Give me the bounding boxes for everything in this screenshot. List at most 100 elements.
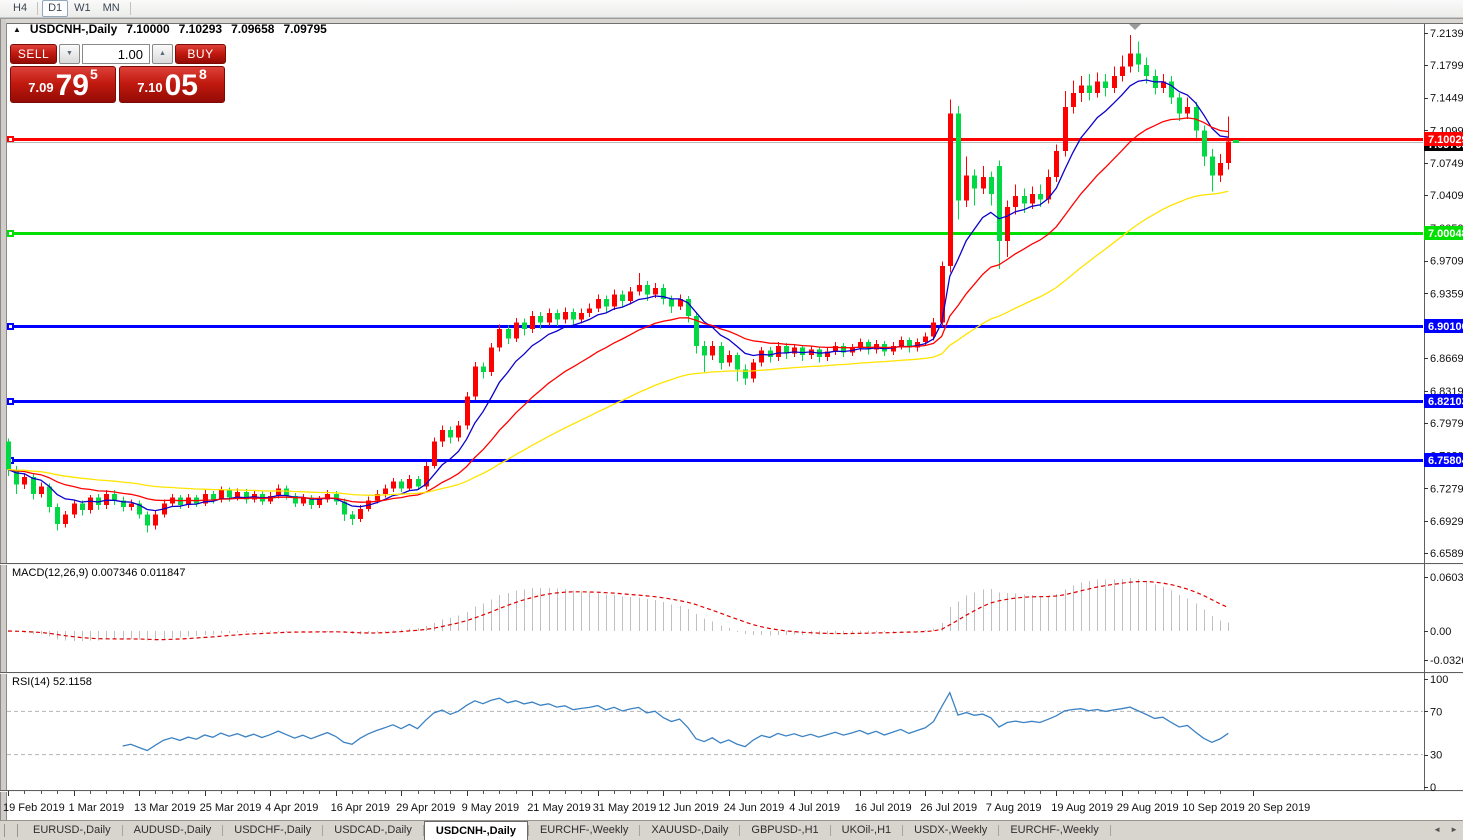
price-axis-tick [1424,65,1428,66]
pane-separator[interactable] [0,672,1463,673]
candle-body [88,497,93,510]
macd-bar [254,631,255,632]
timeframe-button-mn[interactable]: MN [102,2,120,14]
chart-tab-eurusd-daily[interactable]: EURUSD-,Daily [33,824,111,836]
level-line-7.10029[interactable] [7,138,1423,141]
chart-tab-usdx-weekly[interactable]: USDX-,Weekly [914,824,988,836]
candle-body [800,347,805,356]
sell-price-button[interactable]: 7.09 79 5 [10,66,116,103]
macd-bar [1220,620,1221,631]
macd-axis-label: -0.032648 [1430,655,1463,667]
chart-tab-ukoil-h1[interactable]: UKOil-,H1 [841,824,892,836]
candle-body [211,493,216,500]
level-badge-7.10029[interactable]: 7.10029 [1424,132,1463,146]
date-minor-tick [450,791,451,794]
rsi-axis-tick [1424,787,1428,788]
candle-body [637,285,642,292]
macd-bar [1155,584,1156,631]
macd-bar [172,631,173,639]
price-axis-label: 6.79790 [1430,418,1463,430]
chart-tab-usdcad-daily[interactable]: USDCAD-,Daily [334,824,412,836]
candle-body [1185,106,1190,114]
date-minor-tick [483,791,484,794]
pane-separator-highlight [0,791,1463,792]
rsi-line [122,691,1229,752]
chart-shift-marker-icon[interactable] [1129,24,1141,30]
level-badge-6.82103[interactable]: 6.82103 [1424,394,1463,408]
macd-bar [90,631,91,641]
chart-tab-xauusd-daily[interactable]: XAUUSD-,Daily [651,824,729,836]
macd-bar [1056,594,1057,631]
macd-bar [205,631,206,636]
level-line-6.75804[interactable] [7,459,1423,462]
window-left-border [6,23,7,820]
macd-bar [745,631,746,635]
candle-body [972,175,977,189]
candle-body [759,350,764,363]
chart-tab-gbpusd-h1[interactable]: GBPUSD-,H1 [751,824,819,836]
macd-bar [540,588,541,631]
date-minor-tick [581,791,582,794]
candle-body [506,329,511,339]
level-line-7.00048[interactable] [7,232,1423,235]
chart-tab-eurchf-weekly[interactable]: EURCHF-,Weekly [539,824,629,836]
collapse-panel-icon[interactable]: ▲ [13,24,21,34]
chart-tab-audusd-daily[interactable]: AUDUSD-,Daily [133,824,212,836]
date-axis-tick [8,791,9,796]
date-minor-tick [123,791,124,794]
macd-bar [188,631,189,637]
macd-bar [671,604,672,631]
macd-bar [278,630,279,632]
macd-bar [139,631,140,640]
macd-bar [434,622,435,631]
chart-symbol-period: USDCNH-,Daily [29,22,118,36]
macd-bar [1196,603,1197,631]
chart-tab-eurchf-weekly[interactable]: EURCHF-,Weekly [1010,824,1099,836]
candle-body [1136,53,1141,65]
timeframe-button-d1[interactable]: D1 [42,0,69,17]
macd-bar [639,597,640,631]
date-minor-tick [1089,791,1090,794]
candle-body [530,315,535,329]
macd-bar [933,628,934,631]
candle-body [63,514,68,524]
date-axis[interactable]: 19 Feb 2019 1 Mar 2019 13 Mar 2019 25 Mar 2… [3,791,1310,814]
sell-price-digits: 79 [55,69,89,102]
level-badge-7.10029-bg [1424,132,1463,146]
candle-body [825,351,830,358]
timeframe-button-h4[interactable]: H4 [13,2,28,14]
level-line-6.82103[interactable] [7,400,1423,403]
date-minor-tick [1171,791,1172,794]
tab-scroll-left-icon[interactable]: ◄ [1433,825,1442,834]
candle-body [743,369,748,379]
date-axis-tick [794,791,795,796]
candle-body [137,503,142,515]
macd-bar [1138,579,1139,631]
timeframe-button-w1[interactable]: W1 [74,2,91,14]
candle-body [1144,64,1149,76]
candle-body [121,500,126,508]
volume-decrease-button[interactable]: ▼ [59,44,80,64]
level-badge-6.75804-text: 6.75804 [1428,455,1463,467]
chart-tab-usdcnh-daily[interactable]: USDCNH-,Daily [423,821,528,840]
chart-tab-usdchf-daily[interactable]: USDCHF-,Daily [234,824,312,836]
tab-scroll-right-icon[interactable]: ► [1450,825,1458,834]
volume-input[interactable] [82,44,150,64]
buy-button[interactable]: BUY [175,44,226,64]
sell-button[interactable]: SELL [10,44,57,64]
macd-bar [974,592,975,631]
pane-separator[interactable] [0,790,1463,791]
level-badge-7.00048[interactable]: 7.00048 [1424,226,1463,240]
candle-body [702,345,707,356]
date-minor-tick [712,791,713,794]
candle-body [669,299,674,307]
level-badge-6.75804[interactable]: 6.75804 [1424,453,1463,467]
macd-bar [770,631,771,636]
volume-increase-button[interactable]: ▲ [152,44,173,64]
pane-separator[interactable] [0,563,1463,564]
level-badge-6.90100[interactable]: 6.90100 [1424,319,1463,333]
date-minor-tick [827,791,828,794]
buy-price-button[interactable]: 7.10 05 8 [119,66,225,103]
